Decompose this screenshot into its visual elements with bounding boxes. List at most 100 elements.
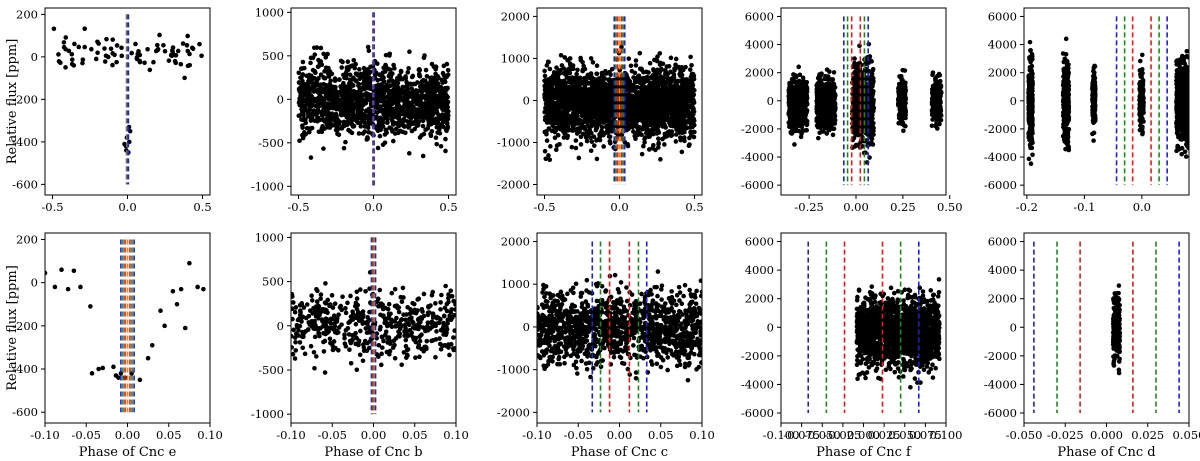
data-point: [403, 92, 408, 98]
data-point: [646, 128, 651, 134]
data-point: [673, 132, 679, 137]
data-point: [347, 72, 353, 78]
data-point: [300, 117, 306, 123]
data-point: [625, 143, 631, 149]
data-point: [377, 72, 382, 78]
y-tick-label: 2000: [501, 9, 530, 23]
data-point: [605, 77, 611, 83]
data-point: [673, 56, 679, 62]
data-point: [378, 127, 383, 133]
data-point: [556, 107, 561, 112]
data-point: [546, 111, 551, 117]
data-point: [800, 83, 805, 89]
data-point: [157, 32, 162, 38]
data-point: [668, 123, 674, 129]
data-point: [438, 143, 444, 149]
data-point: [443, 74, 449, 80]
data-point: [403, 130, 408, 136]
data-point: [793, 128, 799, 134]
data-point: [410, 121, 416, 126]
data-point: [566, 114, 571, 120]
data-point: [575, 67, 580, 73]
data-point: [824, 131, 830, 136]
data-point: [311, 111, 317, 117]
data-point: [635, 74, 641, 80]
data-point: [647, 82, 652, 88]
data-point: [642, 140, 647, 145]
data-point: [790, 117, 796, 123]
data-point: [356, 131, 362, 136]
data-point: [590, 60, 596, 65]
data-point: [360, 75, 365, 80]
data-point: [669, 132, 675, 138]
data-point: [578, 91, 584, 97]
data-point: [312, 68, 317, 74]
data-point: [419, 114, 425, 120]
data-point: [602, 104, 607, 110]
data-point: [651, 105, 657, 111]
data-point: [366, 130, 372, 135]
data-point: [443, 136, 448, 142]
y-tick-label: 0: [523, 93, 530, 107]
data-point: [329, 71, 335, 77]
y-tick-label: 500: [262, 49, 284, 63]
data-point: [436, 104, 441, 109]
data-point: [313, 83, 319, 88]
data-point: [591, 122, 597, 127]
data-point: [675, 83, 680, 88]
data-point: [690, 118, 696, 123]
data-point: [346, 101, 352, 107]
data-point: [594, 156, 600, 162]
data-point: [644, 108, 649, 114]
data-point: [589, 77, 595, 82]
data-point: [362, 100, 367, 106]
data-point: [343, 73, 349, 79]
data-point: [305, 100, 310, 106]
data-point: [579, 122, 585, 127]
data-point: [303, 106, 309, 112]
data-point: [546, 116, 551, 121]
data-point: [673, 113, 678, 119]
data-point: [430, 117, 436, 122]
data-point: [638, 85, 644, 91]
data-point: [305, 110, 311, 116]
data-point: [591, 143, 597, 148]
data-point: [170, 49, 175, 55]
data-point: [552, 135, 558, 141]
data-point: [119, 45, 124, 51]
data-point: [607, 138, 613, 144]
data-point: [348, 85, 353, 90]
data-point: [417, 108, 422, 114]
data-point: [320, 96, 325, 101]
data-point: [547, 92, 552, 97]
data-point: [600, 99, 605, 105]
data-point: [574, 101, 580, 107]
data-point: [413, 112, 419, 118]
data-point: [656, 145, 661, 150]
data-point: [307, 129, 312, 135]
data-point: [408, 105, 413, 111]
data-point: [322, 75, 328, 81]
data-point: [586, 102, 592, 107]
data-point: [445, 67, 451, 73]
data-point: [310, 55, 316, 61]
data-point: [440, 113, 445, 118]
data-point: [803, 99, 809, 104]
data-point: [797, 102, 802, 108]
data-point: [82, 26, 88, 32]
y-tick-label: -400: [12, 135, 38, 149]
data-point: [351, 75, 356, 81]
y-tick-label: 1000: [501, 51, 530, 65]
data-point: [93, 56, 99, 62]
data-point: [593, 125, 599, 131]
data-point: [588, 88, 593, 94]
data-point: [82, 44, 87, 50]
data-point: [644, 125, 650, 130]
data-point: [668, 88, 674, 94]
data-point: [408, 115, 414, 121]
data-point: [688, 54, 693, 60]
data-point: [655, 111, 660, 117]
data-point: [423, 115, 429, 120]
data-point: [789, 125, 794, 131]
data-point: [390, 138, 396, 144]
